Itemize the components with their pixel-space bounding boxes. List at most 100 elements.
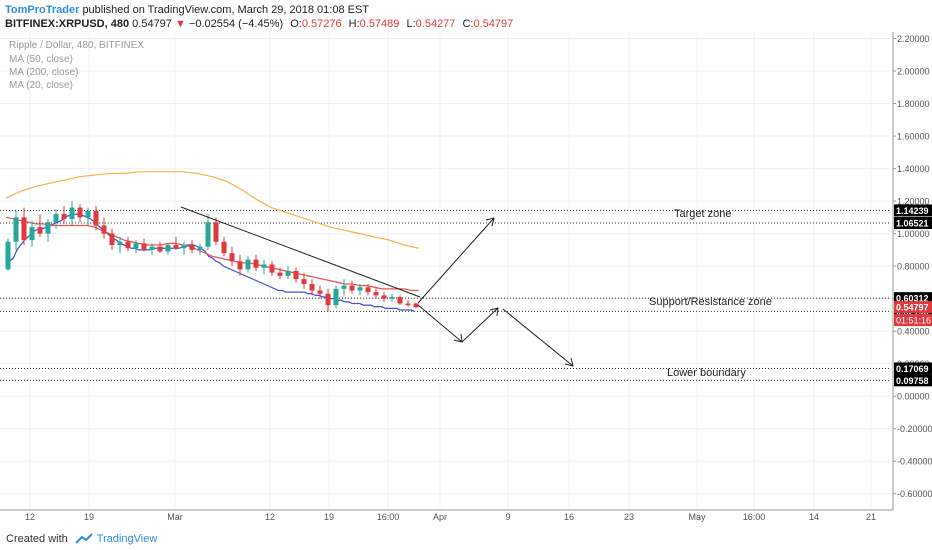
candle-body[interactable]: [309, 284, 315, 291]
candle-body[interactable]: [189, 244, 195, 250]
candle-body[interactable]: [357, 287, 363, 291]
candle-body[interactable]: [165, 244, 171, 252]
candle-body[interactable]: [93, 210, 99, 226]
candle-body[interactable]: [205, 222, 211, 247]
x-tick-label: Mar: [167, 512, 183, 522]
candle-body[interactable]: [237, 261, 243, 270]
candle-body[interactable]: [373, 292, 379, 296]
candle-body[interactable]: [29, 227, 35, 241]
candle-body[interactable]: [253, 259, 259, 268]
ma20-line[interactable]: [5, 213, 416, 313]
candle-body[interactable]: [5, 241, 11, 270]
countdown-label: 01:51:16: [896, 316, 931, 326]
candle-body[interactable]: [173, 244, 179, 249]
trend-line[interactable]: [180, 206, 421, 298]
candle-body[interactable]: [405, 303, 411, 306]
candle-body[interactable]: [277, 272, 283, 276]
candle-body[interactable]: [261, 264, 267, 268]
candle-body[interactable]: [141, 243, 147, 250]
symbol-label: BITFINEX:XRPUSD, 480: [5, 18, 130, 30]
level-label: 0.17069: [896, 364, 929, 374]
x-tick-label: 16:00: [743, 512, 766, 522]
y-tick-label: 1.40000: [897, 164, 930, 174]
y-tick-label: -0.40000: [897, 457, 932, 467]
y-tick-label: 0.80000: [897, 262, 930, 272]
low-label: L:: [406, 18, 416, 30]
level-label: 1.06521: [896, 219, 929, 229]
x-tick-label: Apr: [433, 512, 447, 522]
price-change: −0.02554 (−4.45%): [188, 18, 284, 30]
countdown-badge: [894, 314, 932, 327]
chart-grid: [0, 32, 890, 510]
legend-ma20[interactable]: MA (20, close): [9, 80, 73, 91]
target-zone-label: Target zone: [674, 208, 731, 220]
candle-body[interactable]: [101, 225, 107, 234]
candle-body[interactable]: [333, 288, 339, 306]
arrow-lower-head: [564, 357, 574, 367]
candle-body[interactable]: [301, 279, 307, 285]
arrow-up-head: [485, 217, 495, 227]
candle-body[interactable]: [125, 241, 131, 249]
arrow-lower-path[interactable]: [502, 308, 574, 367]
candle-body[interactable]: [109, 233, 115, 245]
tradingview-logo-icon[interactable]: [75, 533, 93, 544]
drawing-tools: [180, 206, 574, 367]
candle-body[interactable]: [221, 241, 227, 254]
price-chart[interactable]: Target zone Support/Resistance zone Lowe…: [0, 32, 932, 527]
candle-body[interactable]: [133, 243, 139, 249]
last-price-badge: [894, 301, 932, 314]
candle-body[interactable]: [413, 303, 419, 308]
candle-body[interactable]: [85, 210, 91, 218]
x-tick-label: 19: [84, 512, 94, 522]
author-name[interactable]: TomProTrader: [5, 4, 80, 16]
arrow-down-head: [453, 333, 463, 343]
candle-body[interactable]: [365, 287, 371, 293]
candle-body[interactable]: [325, 293, 331, 306]
ohlc-line: BITFINEX:XRPUSD, 480 0.54797 ▼ −0.02554 …: [5, 17, 513, 32]
publish-header: TomProTrader published on TradingView.co…: [0, 0, 932, 32]
level-label: 1.14239: [896, 206, 929, 216]
y-tick-label: 1.20000: [897, 197, 930, 207]
candle-body[interactable]: [77, 207, 83, 218]
candle-body[interactable]: [53, 214, 59, 223]
candle-body[interactable]: [69, 207, 75, 219]
horizontal-levels: [0, 209, 890, 381]
candle-body[interactable]: [149, 246, 155, 250]
arrow-up-path[interactable]: [417, 217, 495, 304]
arrow-down-path[interactable]: [417, 304, 499, 343]
candle-body[interactable]: [389, 297, 395, 299]
support-resistance-label: Support/Resistance zone: [649, 296, 772, 308]
candle-body[interactable]: [317, 290, 323, 294]
last-price-label: 0.54797: [896, 303, 929, 313]
level-label-bg: [894, 217, 932, 230]
ma200-line[interactable]: [5, 171, 419, 249]
low-value: 0.54277: [415, 18, 456, 30]
high-value: 0.57489: [359, 18, 400, 30]
candle-body[interactable]: [61, 214, 67, 219]
candle-body[interactable]: [181, 244, 187, 249]
tradingview-brand[interactable]: TradingView: [96, 532, 158, 545]
legend-ma200[interactable]: MA (200, close): [9, 67, 78, 78]
y-tick-label: 1.60000: [897, 132, 930, 142]
candle-body[interactable]: [197, 246, 203, 250]
legend-ma50[interactable]: MA (50, close): [9, 54, 73, 65]
ma50-line[interactable]: [5, 216, 419, 292]
candle-body[interactable]: [349, 285, 355, 291]
candle-body[interactable]: [21, 217, 27, 241]
candle-body[interactable]: [285, 271, 291, 276]
candle-body[interactable]: [45, 222, 51, 234]
candle-body[interactable]: [269, 264, 275, 273]
candle-body[interactable]: [117, 241, 123, 245]
candle-body[interactable]: [341, 285, 347, 289]
candle-body[interactable]: [157, 246, 163, 252]
candle-body[interactable]: [213, 222, 219, 242]
candle-body[interactable]: [293, 271, 299, 280]
candle-body[interactable]: [381, 295, 387, 299]
y-tick-label: -0.20000: [897, 424, 932, 434]
x-tick-label: 12: [265, 512, 275, 522]
candle-body[interactable]: [245, 259, 251, 270]
candle-body[interactable]: [229, 253, 235, 262]
candle-body[interactable]: [13, 217, 19, 242]
candle-body[interactable]: [397, 297, 403, 304]
candle-body[interactable]: [37, 227, 43, 234]
